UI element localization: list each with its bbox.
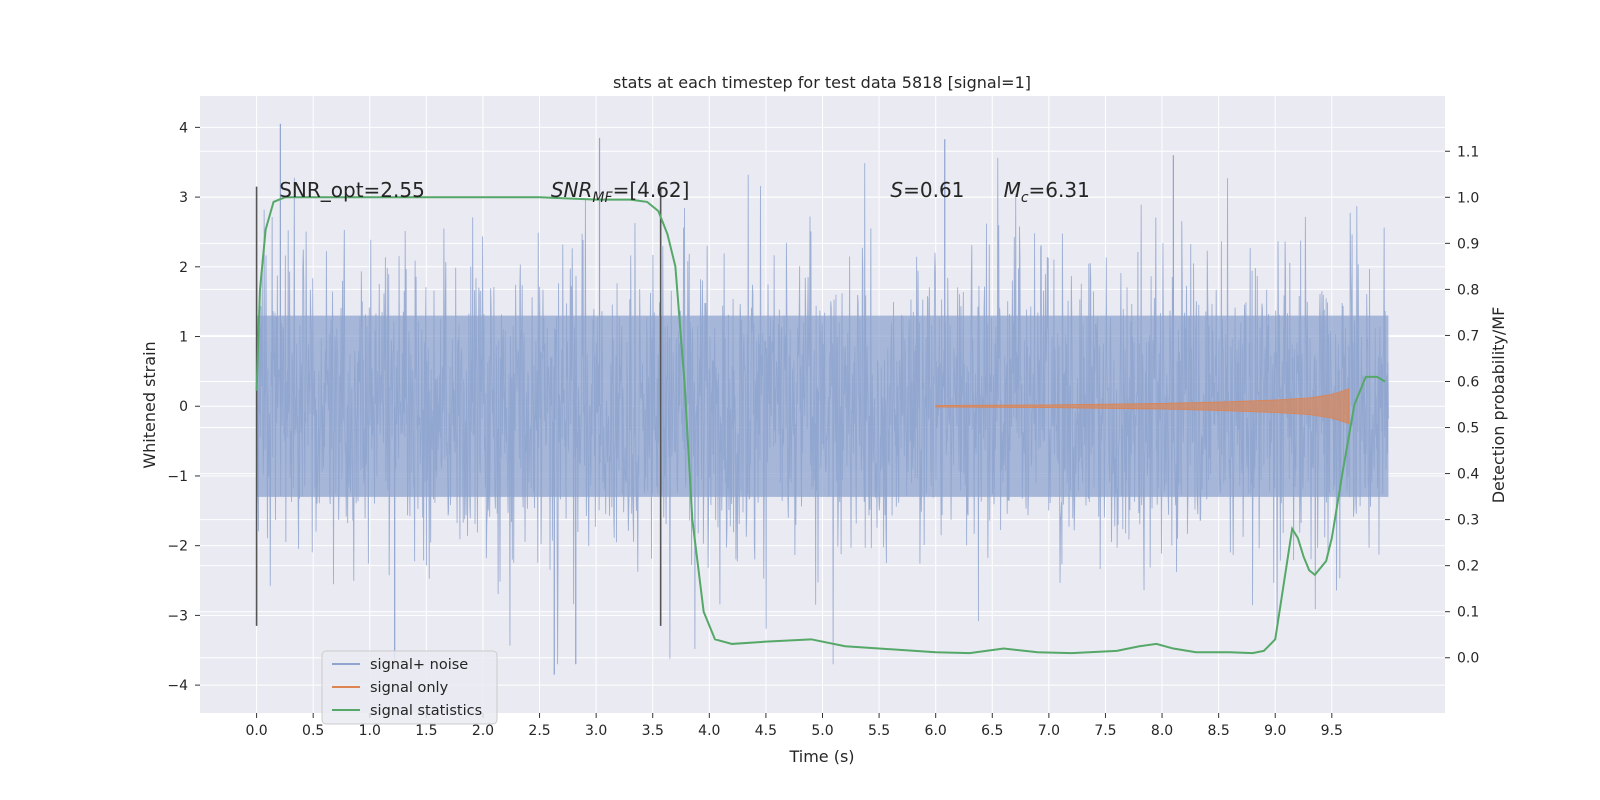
annotations: SNR_opt=2.55 SNRMF=[4.62] S=0.61 Mc=6.31 bbox=[279, 178, 1090, 206]
y-tick-label: 1 bbox=[179, 330, 188, 346]
signal-envelope bbox=[935, 388, 1350, 425]
y2-tick-label: 0.2 bbox=[1457, 559, 1479, 575]
x-tick-label: 6.5 bbox=[981, 723, 1003, 739]
x-tick-label: 7.5 bbox=[1094, 723, 1116, 739]
legend: signal+ noise signal only signal statist… bbox=[321, 650, 498, 725]
y-axis-ticks: −4 −3 −2 −1 0 1 2 3 4 bbox=[167, 120, 200, 694]
annotation-text: Mc=6.31 bbox=[1004, 178, 1090, 206]
chart-title: stats at each timestep for test data 581… bbox=[613, 73, 1031, 92]
annotation-text: S=0.61 bbox=[890, 178, 964, 202]
y2-tick-label: 0.0 bbox=[1457, 651, 1479, 667]
series-signal-statistics bbox=[255, 196, 1386, 655]
x-tick-label: 8.0 bbox=[1151, 723, 1173, 739]
y2-tick-label: 0.4 bbox=[1457, 467, 1479, 483]
x-tick-label: 4.5 bbox=[755, 723, 777, 739]
y2-axis-label: Detection probability/MF bbox=[1489, 307, 1508, 504]
x-tick-label: 3.5 bbox=[642, 723, 664, 739]
annotation-text: SNR_opt=2.55 bbox=[279, 178, 425, 202]
y2-tick-label: 1.0 bbox=[1457, 190, 1479, 206]
statistics-line bbox=[255, 196, 1386, 655]
x-tick-label: 1.0 bbox=[359, 723, 381, 739]
x-tick-label: 0.5 bbox=[302, 723, 324, 739]
x-tick-label: 9.5 bbox=[1321, 723, 1343, 739]
x-tick-label: 5.5 bbox=[868, 723, 890, 739]
y-tick-label: 4 bbox=[179, 120, 188, 136]
series-signal-only bbox=[935, 388, 1350, 425]
y-tick-label: −2 bbox=[167, 539, 188, 555]
x-tick-label: 2.5 bbox=[528, 723, 550, 739]
y-tick-label: −3 bbox=[167, 608, 188, 624]
y-axis-label: Whitened strain bbox=[140, 341, 159, 468]
y-tick-label: −1 bbox=[167, 469, 188, 485]
x-tick-label: 6.0 bbox=[925, 723, 947, 739]
y2-axis-ticks: 0.0 0.1 0.2 0.3 0.4 0.5 0.6 0.7 0.8 0.9 1.0 1.1 bbox=[1445, 144, 1479, 667]
y-tick-label: 0 bbox=[179, 399, 188, 415]
x-tick-label: 0.0 bbox=[245, 723, 267, 739]
x-axis-label: Time (s) bbox=[788, 747, 854, 766]
x-tick-label: 7.0 bbox=[1038, 723, 1060, 739]
y2-tick-label: 0.5 bbox=[1457, 421, 1479, 437]
y2-tick-label: 0.6 bbox=[1457, 374, 1479, 390]
legend-box bbox=[321, 650, 498, 725]
x-axis-ticks: 0.0 0.5 1.0 1.5 2.0 2.5 3.0 3.5 4.0 4.5 5.0 5.5 6.0 6… bbox=[245, 713, 1343, 739]
y-tick-label: 3 bbox=[179, 190, 188, 206]
x-tick-label: 2.0 bbox=[472, 723, 494, 739]
legend-label-signal: signal only bbox=[370, 680, 449, 696]
y2-tick-label: 0.9 bbox=[1457, 236, 1479, 252]
x-tick-label: 8.5 bbox=[1208, 723, 1230, 739]
y-tick-label: −4 bbox=[167, 678, 188, 694]
y2-tick-label: 0.7 bbox=[1457, 328, 1479, 344]
x-tick-label: 3.0 bbox=[585, 723, 607, 739]
y2-tick-label: 1.1 bbox=[1457, 144, 1479, 160]
y-tick-label: 2 bbox=[179, 260, 188, 276]
x-tick-label: 9.0 bbox=[1264, 723, 1286, 739]
y2-tick-label: 0.3 bbox=[1457, 513, 1479, 529]
x-tick-label: 5.0 bbox=[811, 723, 833, 739]
x-tick-label: 4.0 bbox=[698, 723, 720, 739]
annotation-text: SNRMF=[4.62] bbox=[551, 178, 690, 206]
y2-tick-label: 0.8 bbox=[1457, 282, 1479, 298]
legend-label-statistics: signal statistics bbox=[370, 703, 482, 719]
timestep-markers bbox=[255, 186, 662, 626]
legend-label-noise: signal+ noise bbox=[370, 657, 468, 673]
y2-tick-label: 0.1 bbox=[1457, 605, 1479, 621]
x-tick-label: 1.5 bbox=[415, 723, 437, 739]
